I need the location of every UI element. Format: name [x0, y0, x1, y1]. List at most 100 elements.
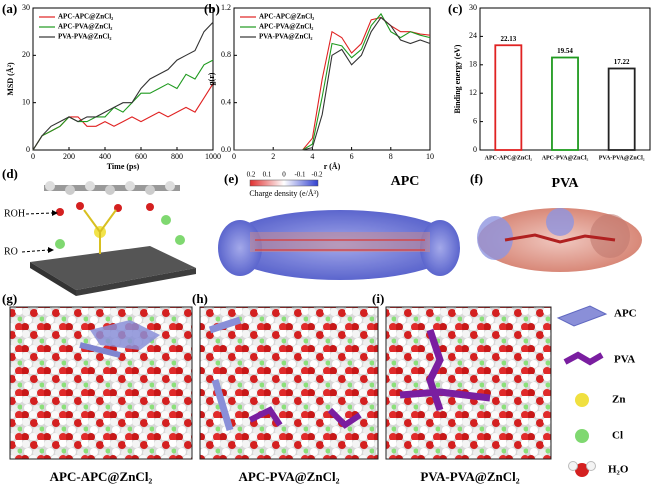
simulation-boxes-part	[208, 316, 242, 432]
value-label: 22.13	[500, 35, 516, 43]
panel-label: (c)	[448, 1, 462, 16]
x-tick-label: 0	[31, 152, 35, 161]
series-line	[234, 16, 431, 151]
legend-label: Zn	[612, 394, 625, 406]
y-axis-label: g(r)	[207, 72, 216, 85]
colorbar-part	[249, 179, 319, 187]
x-tick-label: 200	[63, 152, 75, 161]
molecule-d-part	[161, 215, 171, 225]
molecule-d-part	[85, 181, 95, 191]
caption: APC-APC@ZnCl₂	[50, 469, 153, 484]
y-tick-label: 18	[469, 60, 477, 69]
simulation-boxes-part	[248, 406, 362, 429]
charts: 0 10 20 30 MSD (Å²) 0 200 400 600 800 1000 Time (ps…	[6, 3, 651, 171]
x-tick-label: APC-PVA@ZnCl₂	[542, 155, 589, 161]
colorbar-tick: -0.2	[311, 171, 323, 179]
molecule-e-part	[218, 220, 262, 276]
panel-title: PVA	[552, 176, 580, 191]
x-axis-label: r (Å)	[324, 162, 341, 171]
species-legend-part	[586, 461, 596, 471]
x-tick-label: 6	[350, 152, 354, 161]
legend-label: PVA-PVA@ZnCl₂	[259, 33, 312, 41]
molecule-d	[30, 181, 196, 296]
molecule-e-part	[250, 232, 430, 252]
x-tick-label: 4	[310, 152, 314, 161]
legend-label: PVA	[614, 354, 635, 366]
series-line	[32, 59, 214, 151]
y-tick-label: 0	[26, 145, 30, 154]
legend-label: APC-APC@ZnCl₂	[58, 13, 113, 21]
bar	[607, 67, 636, 151]
species-legend-part	[556, 305, 608, 327]
y-tick-label: 12	[469, 88, 477, 97]
legend-label: APC-PVA@ZnCl₂	[259, 23, 313, 31]
x-tick-label: 1000	[205, 152, 221, 161]
x-tick-label: 600	[135, 152, 147, 161]
y-tick-label: 30	[22, 3, 30, 12]
simulation-boxes-part	[385, 306, 552, 460]
molecule-e-part	[255, 239, 425, 251]
colorbar-tick: 0.1	[263, 171, 272, 179]
species-legend-part	[575, 429, 589, 443]
panel-label: (e)	[224, 171, 238, 186]
bar	[551, 56, 579, 151]
panel-label: (i)	[372, 291, 384, 306]
x-tick-label: 800	[171, 152, 183, 161]
x-tick-label: PVA-PVA@ZnCl₂	[599, 155, 645, 161]
molecule-d-part	[55, 239, 65, 249]
legend-label: PVA-PVA@ZnCl₂	[58, 33, 111, 41]
panel-label: (g)	[2, 291, 17, 306]
y-tick-label: 20	[22, 50, 30, 59]
molecule-d-part	[30, 246, 196, 290]
molecule-d-part	[125, 181, 135, 191]
species-legend-part	[575, 393, 589, 407]
molecule-f	[477, 208, 642, 272]
x-axis-label: Time (ps)	[107, 162, 140, 171]
molecule-d-part	[65, 185, 75, 195]
panel-label: (b)	[204, 1, 220, 16]
simulation-boxes-part	[79, 342, 121, 358]
panel-title: APC	[391, 174, 420, 189]
arrow-head	[52, 210, 58, 216]
colorbar: 0.2 0.1 0 -0.1 -0.2 Charge density (e/Å³…	[247, 171, 323, 198]
arrow-head	[48, 247, 54, 253]
y-tick-label: 6	[473, 116, 477, 125]
molecule-f-part	[504, 233, 616, 244]
series-line	[32, 21, 214, 151]
molecule-d-part	[56, 208, 64, 216]
caption: APC-PVA@ZnCl₂	[239, 469, 340, 484]
arrow	[25, 212, 53, 215]
x-tick-label: 400	[99, 152, 111, 161]
panel-label: (a)	[2, 1, 17, 16]
colorbar-tick: 0	[282, 171, 286, 179]
molecule-d-part	[105, 185, 115, 195]
label-roh: ROH	[4, 208, 25, 219]
plot-frame	[32, 7, 214, 151]
molecule-f-part	[477, 216, 513, 260]
x-tick-label: 10	[426, 152, 434, 161]
y-tick-label: 10	[22, 97, 30, 106]
molecule-d-part	[76, 268, 196, 296]
simulation-boxes-part	[399, 328, 491, 412]
molecule-d-part	[45, 181, 55, 191]
panel-label: (f)	[470, 171, 483, 186]
species-legend	[556, 305, 608, 477]
y-tick-label: 0.0	[221, 145, 231, 154]
molecule-e-part	[222, 210, 458, 280]
simulation-boxes-part	[90, 320, 160, 350]
y-axis-label: MSD (Å²)	[6, 62, 15, 96]
species-legend-part	[563, 351, 604, 366]
molecule-d-part	[146, 203, 154, 211]
y-tick-label: 30	[469, 3, 477, 12]
value-label: 17.22	[614, 58, 630, 66]
molecule-d-part	[145, 185, 155, 195]
simulation-boxes-part	[199, 306, 379, 460]
arrow	[21, 249, 49, 253]
colorbar-tick: -0.1	[294, 171, 306, 179]
series-line	[32, 83, 214, 151]
legend-label: APC-APC@ZnCl₂	[259, 13, 314, 21]
simulation-boxes	[9, 306, 552, 460]
x-tick-label: 2	[271, 152, 275, 161]
y-tick-label: 24	[469, 31, 477, 40]
